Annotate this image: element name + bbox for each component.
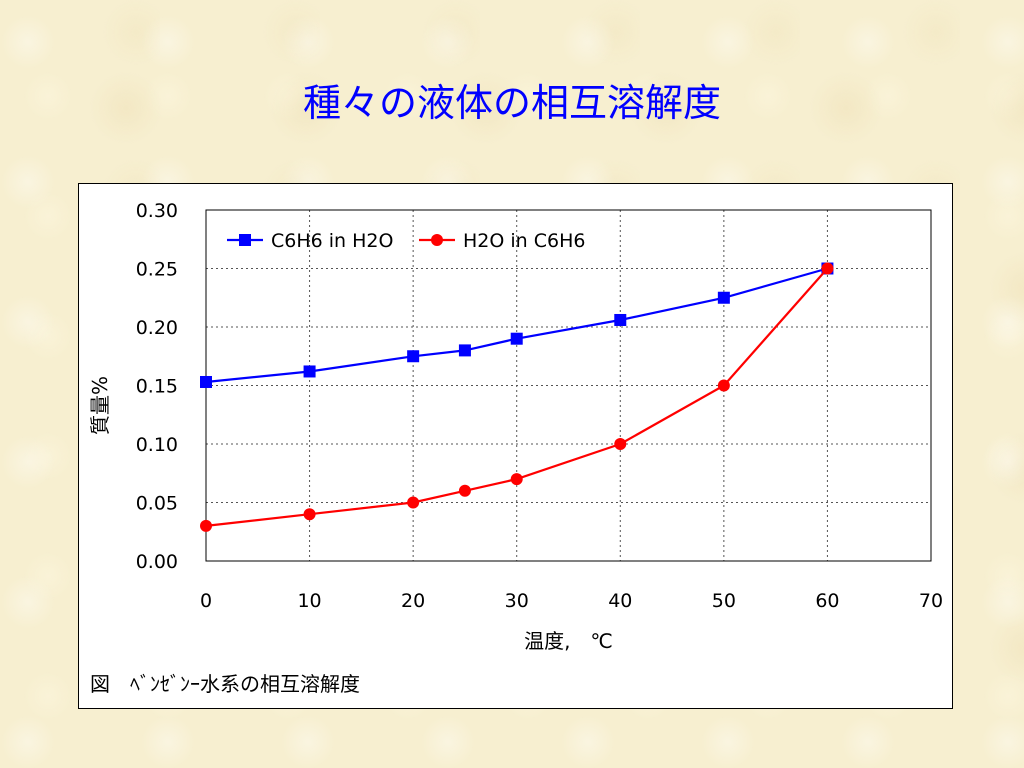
circle-marker [459,485,471,497]
x-tick-label: 50 [712,590,736,612]
square-marker [459,344,471,356]
y-tick-label: 0.10 [136,434,178,456]
y-tick-label: 0.25 [136,259,178,281]
circle-marker [718,380,730,392]
x-tick-label: 10 [297,590,321,612]
x-tick-label: 40 [608,590,632,612]
solubility-chart: 0.00 0.05 0.10 0.15 0.20 0.25 0.30 0 10 20 30 40 50 6… [79,184,954,710]
y-axis-label: 質量% [88,376,112,435]
y-tick-label: 0.20 [136,317,178,339]
circle-marker [407,497,419,509]
figure-caption: 図 ﾍﾞﾝｾﾞﾝｰ水系の相互溶解度 [90,672,360,696]
x-tick-label: 0 [200,590,212,612]
x-tick-label: 60 [815,590,839,612]
y-tick-label: 0.30 [136,200,178,222]
x-tick-label: 20 [401,590,425,612]
legend-label: C6H6 in H2O [271,230,393,252]
legend: C6H6 in H2O H2O in C6H6 [227,230,585,252]
square-marker [511,333,523,345]
y-tick-label: 0.05 [136,493,178,515]
square-marker [304,365,316,377]
square-marker [614,314,626,326]
circle-marker [200,520,212,532]
square-marker [200,376,212,388]
legend-square-marker [239,234,251,246]
circle-marker [511,473,523,485]
x-tick-label: 70 [919,590,943,612]
x-tick-label: 30 [505,590,529,612]
y-tick-label: 0.00 [136,551,178,573]
square-marker [718,292,730,304]
legend-label: H2O in C6H6 [463,230,585,252]
circle-marker [821,263,833,275]
circle-marker [614,438,626,450]
x-axis-label: 温度, ℃ [524,629,613,653]
series-line [206,269,827,526]
slide-title: 種々の液体の相互溶解度 [0,76,1024,130]
legend-circle-marker [431,234,443,246]
square-marker [407,350,419,362]
y-tick-label: 0.15 [136,376,178,398]
figure-panel: 0.00 0.05 0.10 0.15 0.20 0.25 0.30 0 10 20 30 40 50 6… [78,183,953,709]
axes: 0.00 0.05 0.10 0.15 0.20 0.25 0.30 0 10 20 30 40 50 6… [136,200,943,612]
circle-marker [304,508,316,520]
